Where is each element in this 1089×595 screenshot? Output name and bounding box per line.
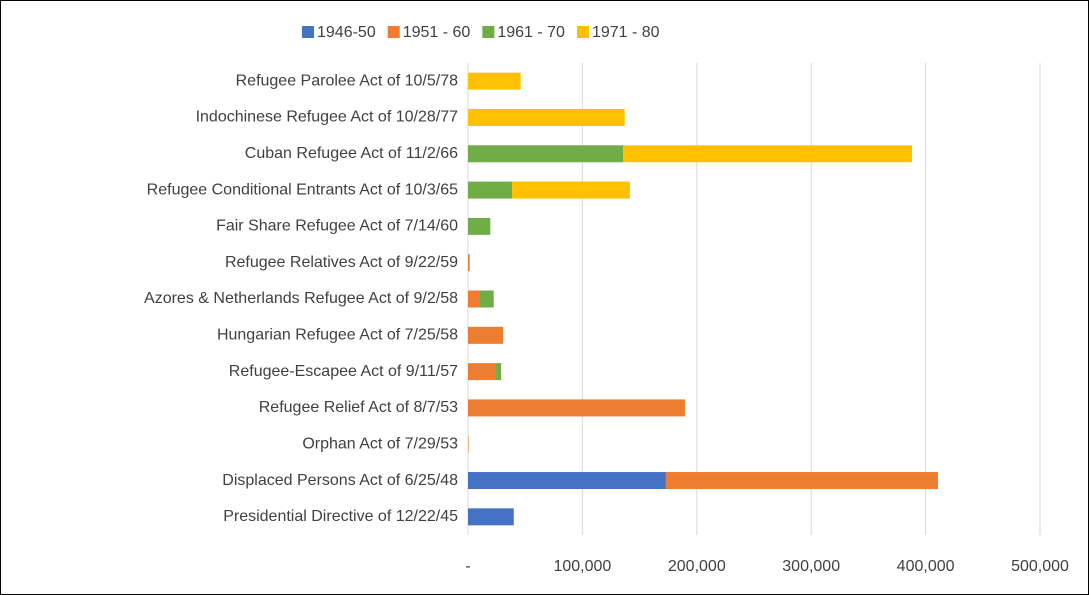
y-tick-label: Indochinese Refugee Act of 10/28/77 (196, 109, 459, 126)
bar-segment (468, 217, 491, 235)
x-tick-label: 100,000 (553, 558, 611, 575)
bar-segment (468, 181, 513, 199)
legend-swatch (576, 26, 589, 38)
bar-segment (468, 290, 481, 308)
x-tick-label: 200,000 (668, 558, 726, 575)
y-tick-label: Azores & Netherlands Refugee Act of 9/2/… (144, 290, 458, 307)
bar-segment (468, 399, 686, 417)
y-tick-label: Orphan Act of 7/29/53 (302, 435, 458, 452)
bar-segment (468, 472, 666, 490)
bar-segment (665, 472, 938, 490)
bar-segment (468, 254, 470, 272)
bar-segment (512, 181, 630, 199)
bar-segment (468, 363, 497, 381)
x-tick-label: 300,000 (782, 558, 840, 575)
bar-segment (468, 435, 469, 453)
y-tick-label: Hungarian Refugee Act of 7/25/58 (217, 327, 458, 344)
bar-segment (496, 363, 502, 381)
legend-swatch (387, 26, 400, 38)
bar-segment (468, 326, 504, 344)
y-tick-label: Presidential Directive of 12/22/45 (223, 508, 458, 525)
y-tick-label: Refugee Parolee Act of 10/5/78 (236, 72, 458, 89)
bar-segment (468, 72, 521, 90)
x-tick-label: 400,000 (897, 558, 955, 575)
bar-segment (480, 290, 494, 308)
x-tick-label: - (465, 558, 470, 575)
y-tick-label: Refugee Relatives Act of 9/22/59 (225, 254, 458, 271)
bar-segment (468, 108, 625, 126)
y-tick-label: Refugee-Escapee Act of 9/11/57 (229, 363, 458, 380)
bar-segment (468, 145, 624, 163)
y-tick-label: Refugee Relief Act of 8/7/53 (259, 399, 458, 416)
legend-swatch (302, 26, 314, 38)
bar-segment (623, 145, 912, 163)
bar-segment (468, 508, 514, 526)
legend-label: 1946-50 (317, 24, 376, 41)
legend-label: 1961 - 70 (497, 24, 565, 41)
y-tick-label: Cuban Refugee Act of 11/2/66 (245, 145, 458, 162)
legend-label: 1971 - 80 (592, 24, 660, 41)
legend-swatch (482, 26, 495, 38)
y-tick-label: Fair Share Refugee Act of 7/14/60 (216, 218, 458, 235)
x-tick-label: 500,000 (1011, 558, 1069, 575)
y-tick-label: Displaced Persons Act of 6/25/48 (222, 472, 458, 489)
legend-label: 1951 - 60 (403, 24, 471, 41)
y-tick-label: Refugee Conditional Entrants Act of 10/3… (147, 181, 458, 198)
